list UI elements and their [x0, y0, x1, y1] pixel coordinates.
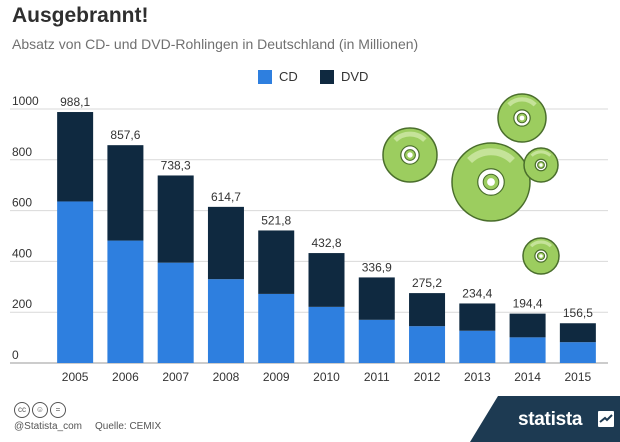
- footer-source: Quelle: CEMIX: [95, 421, 162, 432]
- legend-swatch-dvd: [320, 70, 334, 84]
- x-tick-label: 2010: [313, 370, 340, 384]
- bar-dvd: [107, 145, 144, 241]
- x-tick-label: 2013: [464, 370, 491, 384]
- footer-handle: @Statista_com: [14, 421, 82, 432]
- legend-label-dvd: DVD: [341, 69, 369, 84]
- disc-icon: [522, 237, 560, 275]
- total-value-label: 432,8: [311, 236, 341, 250]
- footer: cc ☺ = @Statista_com Quelle: CEMIX statist…: [0, 396, 620, 442]
- bar-dvd: [409, 293, 446, 327]
- bar-dvd: [308, 253, 345, 307]
- y-tick-label: 0: [12, 348, 19, 362]
- x-tick-label: 2009: [263, 370, 290, 384]
- total-value-label: 194,4: [513, 297, 543, 311]
- statista-mark-icon: [598, 411, 614, 427]
- bar-cd: [509, 337, 546, 363]
- chart-title: Ausgebrannt!: [12, 4, 149, 27]
- bar-cd: [308, 306, 345, 363]
- bar-dvd: [509, 313, 546, 338]
- x-tick-label: 2014: [514, 370, 541, 384]
- disc-hole: [539, 163, 543, 167]
- x-tick-label: 2005: [62, 370, 89, 384]
- value-labels: 988,1 857,6 738,3 614,7 521,8 432,8 336,9 275,2…: [60, 95, 593, 320]
- y-tick-label: 400: [12, 246, 32, 260]
- disc-icon: [523, 147, 559, 183]
- x-tick-label: 2012: [414, 370, 441, 384]
- x-tick-label: 2006: [112, 370, 139, 384]
- bar-cd: [459, 330, 496, 363]
- bar-cd: [107, 240, 144, 363]
- total-value-label: 234,4: [462, 286, 492, 300]
- license-cc-icon: cc: [14, 402, 30, 418]
- disc-icon: [497, 93, 547, 143]
- total-value-label: 275,2: [412, 276, 442, 290]
- disc-shine: [393, 131, 427, 142]
- y-axis: 0 200 400 600 800 1000: [12, 94, 39, 362]
- disc-shine: [507, 97, 537, 107]
- x-axis: 2005 2006 2007 2008 2009 2010 2011 2012 2013 2014…: [62, 370, 592, 384]
- y-tick-label: 800: [12, 145, 32, 159]
- bar-cd: [207, 279, 244, 363]
- bars: [57, 112, 596, 363]
- bar-dvd: [459, 303, 496, 331]
- license-nd-icon: =: [50, 402, 66, 418]
- bar-cd: [409, 326, 446, 363]
- x-tick-label: 2011: [364, 370, 390, 384]
- disc-hole: [487, 178, 495, 186]
- stacked-bar-chart: 988,1 857,6 738,3 614,7 521,8 432,8 336,9 275,2…: [10, 93, 608, 384]
- bar-cd: [258, 293, 295, 363]
- bar-dvd: [57, 112, 94, 202]
- x-tick-label: 2015: [565, 370, 592, 384]
- disc-icon: [451, 142, 531, 222]
- bar-cd: [57, 201, 94, 363]
- x-tick-label: 2008: [213, 370, 240, 384]
- disc-icon: [382, 127, 438, 183]
- bar-dvd: [207, 206, 244, 280]
- chart-subtitle: Absatz von CD- und DVD-Rohlingen in Deut…: [12, 36, 419, 52]
- bar-cd: [157, 262, 194, 363]
- legend-swatch-cd: [258, 70, 272, 84]
- total-value-label: 336,9: [362, 260, 392, 274]
- statista-logo[interactable]: statista: [470, 396, 620, 442]
- y-tick-label: 600: [12, 196, 32, 210]
- disc-hole: [539, 254, 543, 258]
- x-tick-label: 2007: [162, 370, 189, 384]
- total-value-label: 156,5: [563, 306, 593, 320]
- y-tick-label: 200: [12, 297, 32, 311]
- total-value-label: 857,6: [110, 128, 140, 142]
- bar-cd: [559, 342, 596, 363]
- disc-hole: [407, 152, 413, 158]
- y-tick-label: 1000: [12, 94, 39, 108]
- total-value-label: 521,8: [261, 213, 291, 227]
- bar-dvd: [157, 175, 194, 263]
- license-by-icon: ☺: [32, 402, 48, 418]
- legend-label-cd: CD: [279, 69, 298, 84]
- bar-cd: [358, 319, 395, 363]
- total-value-label: 988,1: [60, 95, 90, 109]
- statista-wordmark: statista: [518, 409, 583, 430]
- disc-shine: [467, 148, 515, 164]
- statista-logo-background: [470, 396, 620, 442]
- bar-dvd: [559, 323, 596, 343]
- total-value-label: 738,3: [161, 158, 191, 172]
- total-value-label: 614,7: [211, 190, 241, 204]
- disc-hole: [519, 115, 525, 121]
- disc-shine: [529, 240, 553, 248]
- disc-decorations: [382, 93, 560, 275]
- bar-dvd: [258, 230, 295, 294]
- bar-dvd: [358, 277, 395, 320]
- disc-shine: [530, 150, 552, 157]
